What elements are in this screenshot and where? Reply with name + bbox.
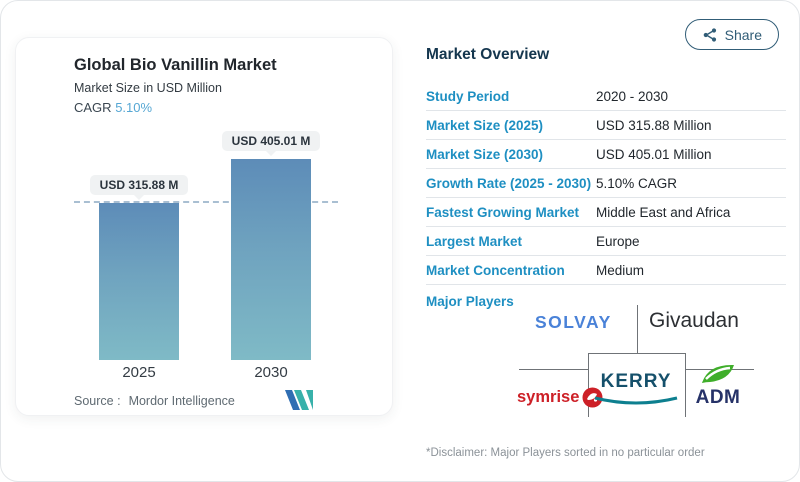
symrise-circle-icon xyxy=(582,387,603,408)
row-label: Market Size (2025) xyxy=(426,117,544,133)
cagr-label: CAGR xyxy=(74,100,112,115)
row-value: USD 315.88 Million xyxy=(596,117,712,133)
chart-card: Global Bio Vanillin Market Market Size i… xyxy=(15,37,393,416)
connector-line xyxy=(588,353,686,354)
source-label: Source : xyxy=(74,394,121,408)
mordor-intelligence-logo-icon xyxy=(284,390,314,415)
row-label: Largest Market xyxy=(426,233,523,249)
kerry-wordmark: KERRY xyxy=(600,371,672,392)
table-row: Market Concentration Medium xyxy=(426,256,786,285)
table-row: Market Size (2030) USD 405.01 Million xyxy=(426,140,786,169)
share-button[interactable]: Share xyxy=(684,19,779,50)
row-label: Fastest Growing Market xyxy=(426,204,580,220)
x-axis-label-2025: 2025 xyxy=(122,364,156,381)
table-row: Growth Rate (2025 - 2030) 5.10% CAGR xyxy=(426,169,786,198)
row-label: Market Concentration xyxy=(426,262,565,278)
connector-line xyxy=(588,353,589,417)
connector-line xyxy=(519,369,588,370)
symrise-wordmark: symrise xyxy=(517,388,580,406)
connector-line xyxy=(637,305,638,354)
adm-logo: ADM xyxy=(687,361,749,409)
bar-chart: USD 315.88 M USD 405.01 M xyxy=(16,38,392,360)
bar-tooltip-2025: USD 315.88 M xyxy=(89,175,189,200)
row-label: Growth Rate (2025 - 2030) xyxy=(426,175,592,191)
source-row: Source : Mordor Intelligence xyxy=(74,394,235,408)
chart-subtitle: Market Size in USD Million xyxy=(74,81,222,95)
table-row: Market Size (2025) USD 315.88 Million xyxy=(426,111,786,140)
adm-leaf-icon xyxy=(687,361,749,387)
bar-group-2030: USD 405.01 M xyxy=(221,131,321,360)
market-overview-panel: Market Overview Study Period 2020 - 2030… xyxy=(426,46,786,285)
reference-dashed-line xyxy=(74,201,338,203)
row-label: Study Period xyxy=(426,88,510,104)
givaudan-wordmark: Givaudan xyxy=(649,309,739,332)
solvay-wordmark: SOLVAY xyxy=(535,312,612,332)
disclaimer-text: *Disclaimer: Major Players sorted in no … xyxy=(426,447,705,459)
table-row: Largest Market Europe xyxy=(426,227,786,256)
source-name: Mordor Intelligence xyxy=(128,394,235,408)
major-players-label: Major Players xyxy=(426,294,514,309)
bar-2030 xyxy=(231,159,311,360)
row-value: Middle East and Africa xyxy=(596,204,731,220)
row-value: Europe xyxy=(596,233,640,249)
overview-table: Study Period 2020 - 2030 Market Size (20… xyxy=(426,82,786,285)
bar-2025 xyxy=(99,203,179,360)
row-value: 2020 - 2030 xyxy=(596,88,669,104)
x-axis-label-2030: 2030 xyxy=(254,364,288,381)
adm-wordmark: ADM xyxy=(695,387,741,408)
share-button-label: Share xyxy=(724,26,762,43)
row-label: Market Size (2030) xyxy=(426,146,544,162)
share-nodes-icon xyxy=(702,27,718,43)
bar-group-2025: USD 315.88 M xyxy=(89,175,189,360)
connector-line xyxy=(685,353,686,417)
bar-tooltip-2030: USD 405.01 M xyxy=(221,131,321,156)
symrise-logo: symrise xyxy=(517,387,603,408)
chart-title: Global Bio Vanillin Market xyxy=(74,56,277,74)
row-value: Medium xyxy=(596,262,645,278)
kerry-swoosh-icon xyxy=(593,393,679,410)
cagr-value: 5.10% xyxy=(115,100,153,115)
table-row: Study Period 2020 - 2030 xyxy=(426,82,786,111)
row-value: 5.10% CAGR xyxy=(596,175,678,191)
cagr-line: CAGR 5.10% xyxy=(74,100,152,115)
row-value: USD 405.01 Million xyxy=(596,146,712,162)
table-row: Fastest Growing Market Middle East and A… xyxy=(426,198,786,227)
kerry-logo: KERRY xyxy=(593,371,679,411)
overview-title: Market Overview xyxy=(426,46,550,63)
